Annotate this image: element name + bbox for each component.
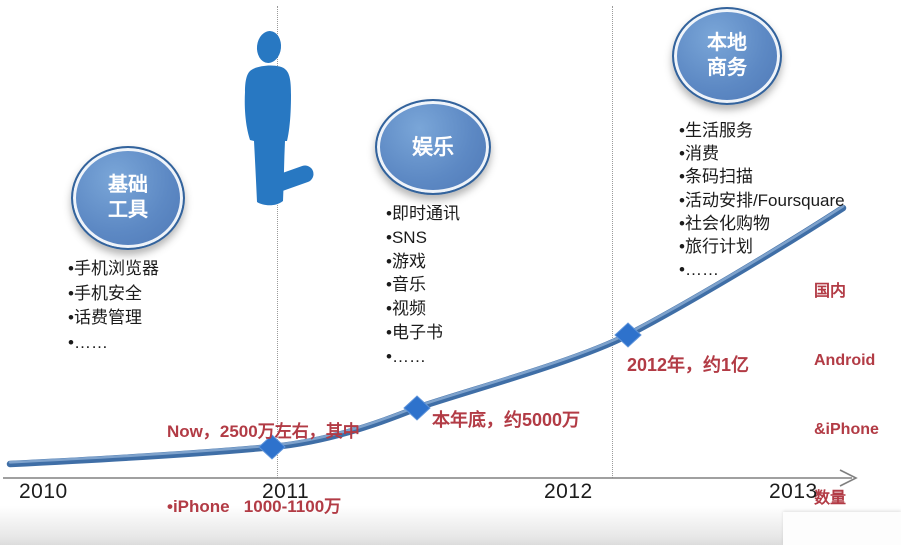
list-item: •…… bbox=[386, 346, 426, 366]
axis-right-arrow-icon bbox=[839, 469, 858, 487]
list-item: •…… bbox=[679, 260, 719, 280]
annotation-line: Android bbox=[814, 352, 876, 369]
milestone-diamond-icon bbox=[258, 434, 286, 460]
circle-label-line: 基础 bbox=[108, 174, 148, 196]
timeline-axis bbox=[3, 469, 858, 487]
circle-label-line: 商务 bbox=[707, 57, 747, 79]
list-item: •活动安排/Foursquare bbox=[679, 190, 845, 210]
milestone-diamond-icon bbox=[614, 322, 642, 348]
year-label-2010: 2010 bbox=[19, 480, 68, 503]
category-circle-basic-tools: 基础 工具 bbox=[71, 146, 185, 250]
annotation-now-2011: Now，2500万左右，其中 •iPhone 1000-1100万 •Andro… bbox=[167, 369, 360, 545]
list-item: •电子书 bbox=[386, 322, 443, 342]
annotation-2012: 2012年，约1亿 bbox=[627, 355, 750, 375]
list-basic-tools: •手机浏览器 •手机安全 •话费管理 •…… bbox=[68, 257, 159, 355]
page-edge-shadow bbox=[0, 506, 901, 545]
circle-label-line: 娱乐 bbox=[412, 135, 454, 159]
annotation-line: &iPhone bbox=[814, 421, 879, 438]
milestone-markers bbox=[258, 322, 642, 460]
list-item: •…… bbox=[68, 332, 108, 352]
year-label-2011: 2011 bbox=[262, 480, 310, 503]
list-item: •生活服务 bbox=[679, 121, 753, 140]
milestone-diamond-icon bbox=[403, 395, 431, 421]
circle-label-line: 本地 bbox=[707, 32, 747, 54]
list-item: •话费管理 bbox=[68, 308, 142, 327]
guide-line-2011 bbox=[277, 6, 278, 478]
list-item: •消费 bbox=[679, 144, 719, 164]
annotation-line: 数量 bbox=[814, 490, 847, 507]
list-item: •游戏 bbox=[386, 251, 426, 271]
annotation-line: •iPhone 1000-1100万 bbox=[167, 497, 342, 516]
page-corner-card bbox=[783, 512, 901, 545]
list-item: •视频 bbox=[386, 299, 426, 319]
category-circle-local-commerce: 本地 商务 bbox=[672, 7, 782, 105]
guide-line-2012 bbox=[612, 6, 613, 478]
annotation-year-end: 本年底，约5000万 bbox=[432, 410, 581, 430]
category-circle-entertainment: 娱乐 bbox=[375, 99, 491, 195]
list-item: •旅行计划 bbox=[679, 237, 753, 257]
annotation-device-count: 国内 Android &iPhone 数量 bbox=[814, 234, 879, 545]
list-item: •条码扫描 bbox=[679, 167, 753, 187]
list-item: •手机安全 bbox=[68, 283, 142, 303]
list-item: •手机浏览器 bbox=[68, 259, 159, 278]
year-label-2012: 2012 bbox=[544, 480, 593, 503]
annotation-line: 国内 bbox=[814, 283, 847, 300]
list-item: •社会化购物 bbox=[679, 213, 770, 233]
circle-label-line: 工具 bbox=[108, 199, 148, 221]
annotation-line: Now，2500万左右，其中 bbox=[167, 422, 360, 441]
person-icon bbox=[244, 31, 314, 206]
list-local-commerce: •生活服务 •消费 •条码扫描 •活动安排/Foursquare •社会化购物 … bbox=[679, 119, 845, 281]
list-entertainment: •即时通讯 •SNS •游戏 •音乐 •视频 •电子书 •…… bbox=[386, 202, 460, 369]
list-item: •SNS bbox=[386, 227, 427, 247]
year-label-2013: 2013 bbox=[769, 480, 818, 503]
list-item: •即时通讯 bbox=[386, 204, 460, 223]
list-item: •音乐 bbox=[386, 275, 426, 295]
